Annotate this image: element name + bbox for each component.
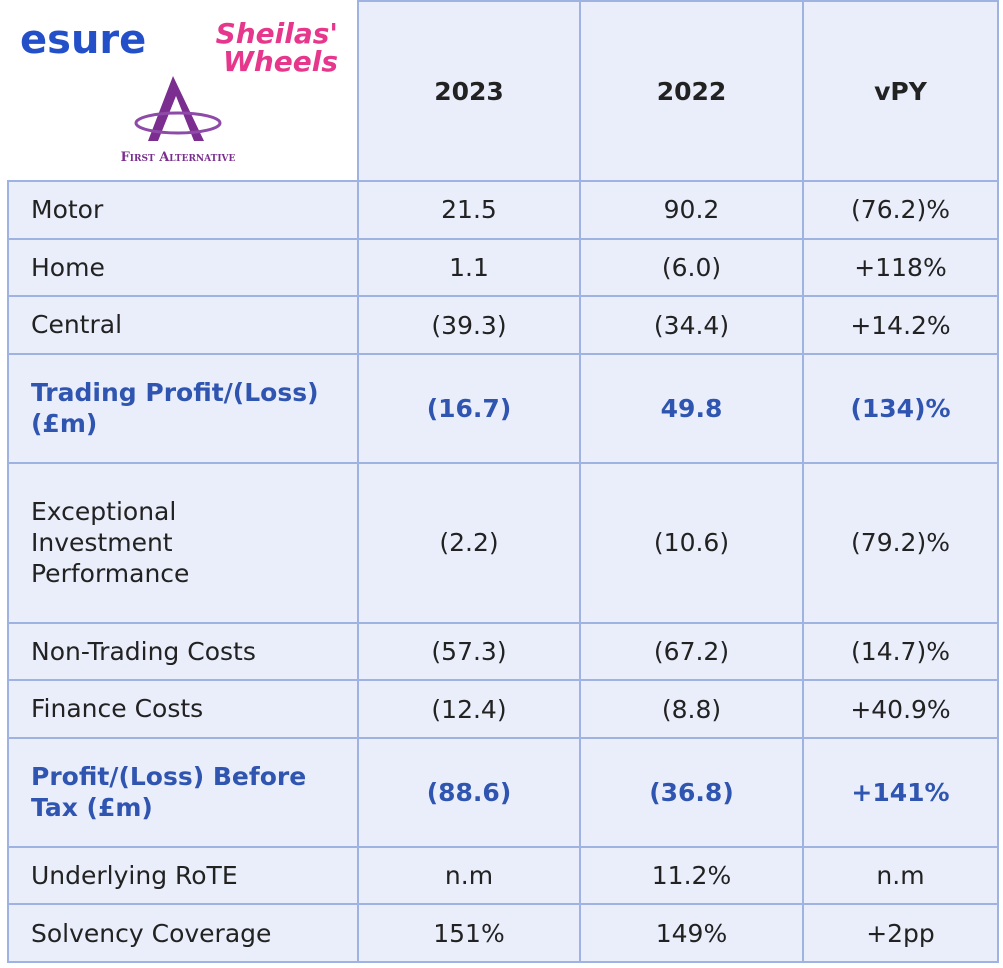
logo-ring bbox=[134, 111, 222, 135]
brand-line: Sheilas' bbox=[216, 17, 338, 50]
cell: (79.2)% bbox=[802, 461, 999, 624]
cell: 151% bbox=[357, 903, 581, 963]
cell: (2.2) bbox=[357, 461, 581, 624]
cell: +141% bbox=[802, 736, 999, 848]
header-row: esure Sheilas' Wheels First Alternative … bbox=[8, 0, 999, 182]
cell: +40.9% bbox=[802, 679, 999, 739]
cell: 11.2% bbox=[579, 845, 804, 906]
brand-line: Wheels bbox=[223, 45, 338, 78]
cell: (88.6) bbox=[357, 736, 581, 848]
row-label: Solvency Coverage bbox=[7, 903, 359, 963]
row-label: Exceptional Investment Performance bbox=[7, 461, 359, 624]
cell: 1.1 bbox=[357, 237, 581, 298]
cell: (16.7) bbox=[357, 352, 581, 464]
cell: (12.4) bbox=[357, 679, 581, 739]
table-row: Solvency Coverage 151% 149% +2pp bbox=[7, 903, 999, 963]
table-body: Motor 21.5 90.2 (76.2)% Home 1.1 (6.0) +118% Cen… bbox=[7, 180, 999, 963]
cell: (39.3) bbox=[357, 295, 581, 355]
cell: (10.6) bbox=[579, 461, 804, 624]
cell: (34.4) bbox=[579, 295, 804, 355]
cell: (14.7)% bbox=[802, 621, 999, 682]
row-label: Profit/(Loss) Before Tax (£m) bbox=[7, 736, 359, 848]
logo-mark bbox=[148, 76, 204, 141]
cell: +14.2% bbox=[802, 295, 999, 355]
row-label: Central bbox=[7, 295, 359, 355]
column-header: 2022 bbox=[579, 0, 804, 182]
row-label: Finance Costs bbox=[7, 679, 359, 739]
cell: +118% bbox=[802, 237, 999, 298]
table-row: Central (39.3) (34.4) +14.2% bbox=[7, 295, 999, 355]
column-header: vPY bbox=[802, 0, 999, 182]
column-header: 2023 bbox=[357, 0, 581, 182]
row-label: Trading Profit/(Loss) (£m) bbox=[7, 352, 359, 464]
cell: (67.2) bbox=[579, 621, 804, 682]
cell: (8.8) bbox=[579, 679, 804, 739]
table-row: Home 1.1 (6.0) +118% bbox=[7, 237, 999, 298]
cell: (57.3) bbox=[357, 621, 581, 682]
cell: 149% bbox=[579, 903, 804, 963]
cell: 21.5 bbox=[357, 180, 581, 240]
table-row: Underlying RoTE n.m 11.2% n.m bbox=[7, 845, 999, 906]
cell: n.m bbox=[802, 845, 999, 906]
table-row: Exceptional Investment Performance (2.2)(… bbox=[7, 461, 999, 624]
logo-caption: First Alternative bbox=[121, 150, 236, 165]
brand: esure bbox=[20, 17, 146, 63]
table-row: Finance Costs (12.4) (8.8) +40.9% bbox=[7, 679, 999, 739]
cell: 90.2 bbox=[579, 180, 804, 240]
cell: (6.0) bbox=[579, 237, 804, 298]
cell: +2pp bbox=[802, 903, 999, 963]
results-table: esure Sheilas' Wheels First Alternative … bbox=[7, 0, 999, 963]
cell: 49.8 bbox=[579, 352, 804, 464]
cell: (134)% bbox=[802, 352, 999, 464]
row-label: Non-Trading Costs bbox=[7, 621, 359, 682]
row-label: Home bbox=[7, 237, 359, 298]
row-label: Motor bbox=[7, 180, 359, 240]
logo-cell: esure Sheilas' Wheels First Alternative bbox=[8, 1, 359, 182]
table-row: Non-Trading Costs (57.3) (67.2) (14.7)% bbox=[7, 621, 999, 682]
logo: esure Sheilas' Wheels First Alternative bbox=[20, 17, 338, 165]
cell: (36.8) bbox=[579, 736, 804, 848]
cell: (76.2)% bbox=[802, 180, 999, 240]
table-row: Profit/(Loss) Before Tax (£m) (88.6) (36.8… bbox=[7, 736, 999, 848]
row-label: Underlying RoTE bbox=[7, 845, 359, 906]
cell: n.m bbox=[357, 845, 581, 906]
table-row: Motor 21.5 90.2 (76.2)% bbox=[7, 180, 999, 240]
table-row: Trading Profit/(Loss) (£m) (16.7) 49.8 (134… bbox=[7, 352, 999, 464]
